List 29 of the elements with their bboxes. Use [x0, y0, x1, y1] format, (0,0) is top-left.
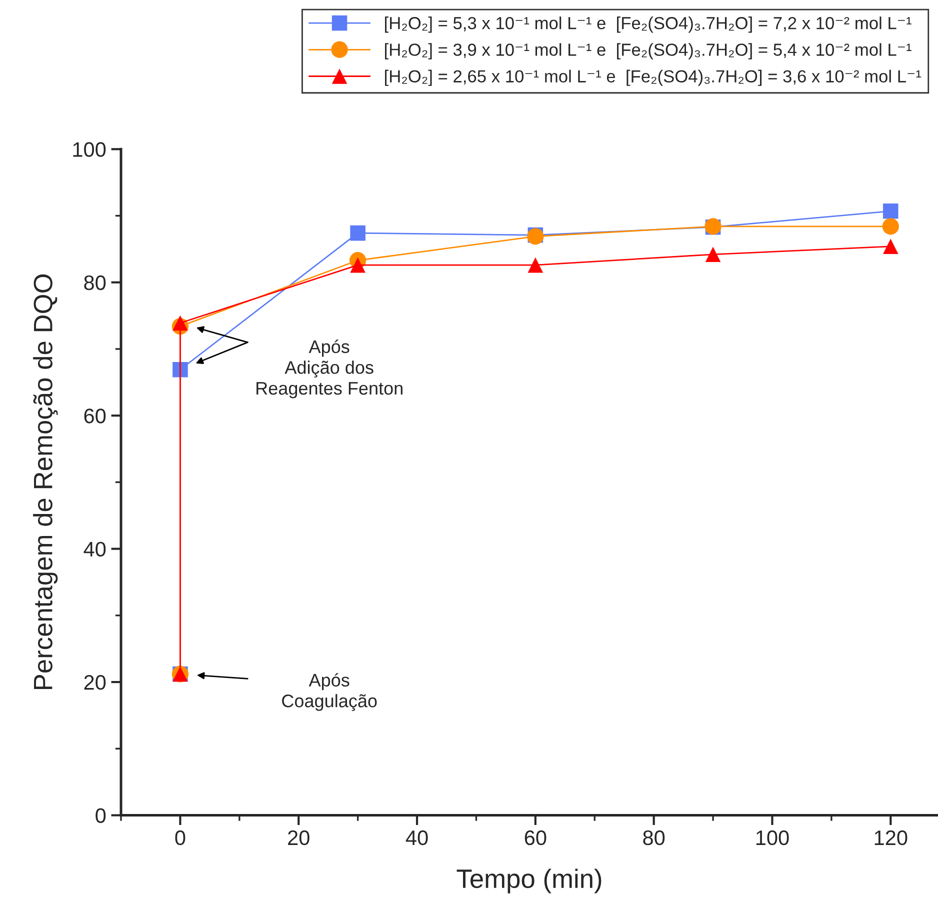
point — [172, 362, 188, 378]
y-tick-label: 100 — [73, 142, 106, 157]
annotation: Após Coagulação — [282, 673, 377, 711]
x-tick-label: 20 — [288, 830, 310, 846]
x-tick-label: 80 — [643, 830, 665, 846]
x-tick-label: 60 — [524, 830, 546, 846]
point — [350, 257, 366, 273]
x-tick-label: 40 — [406, 830, 428, 846]
legend-label: [H₂O₂] = 5,3 x 10⁻¹ mol L⁻¹ e [Fe₂(SO4)₃.7H₂O] = 7,2 x 10⁻² mol L⁻¹ — [385, 16, 912, 33]
y-axis-title: Percentagem de Remoção de DQO — [33, 274, 58, 690]
legend-label: [H₂O₂] = 3,9 x 10⁻¹ mol L⁻¹ e [Fe₂(SO4)₃.7H₂O] = 5,4 x 10⁻² mol L⁻¹ — [385, 43, 912, 60]
point — [528, 257, 544, 273]
point — [350, 225, 366, 241]
y-tick-label: 0 — [96, 808, 106, 824]
x-axis-title: Tempo (min) — [456, 868, 602, 894]
y-tick-label: 60 — [84, 408, 106, 424]
legend-label: [H₂O₂] = 2,65 x 10⁻¹ mol L⁻¹ e [Fe₂(SO4)₃.7H₂O] = 3,6 x 10⁻² mol L⁻¹ — [385, 70, 922, 86]
point — [883, 203, 898, 219]
y-tick-label: 40 — [84, 542, 106, 557]
annotation: Após Adição dos Reagentes Fenton — [256, 340, 402, 398]
x-tick-label: 100 — [756, 830, 789, 846]
point — [883, 238, 898, 254]
x-tick-label: 0 — [175, 830, 186, 846]
point — [172, 315, 188, 331]
y-tick-label: 80 — [84, 275, 106, 290]
y-tick-label: 20 — [84, 675, 106, 690]
x-tick-label: 120 — [874, 830, 908, 846]
point — [882, 218, 899, 235]
point — [705, 246, 721, 262]
